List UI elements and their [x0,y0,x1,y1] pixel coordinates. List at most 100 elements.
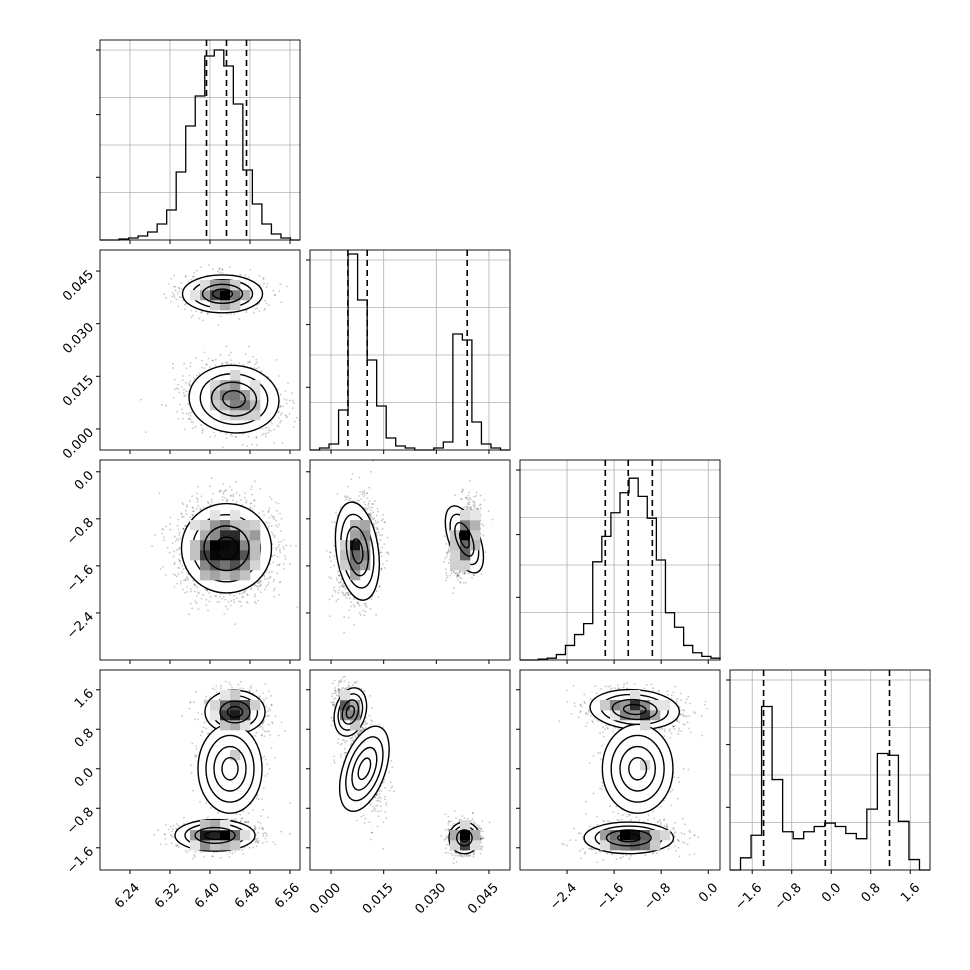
density-cell [250,380,261,391]
panel-frame [309,669,511,871]
density-cell [340,550,351,561]
y-tick-label: 0.000 [60,425,97,462]
density-cell [230,540,241,551]
density-cell [460,830,471,841]
y-tick-label: −1.6 [64,844,97,877]
density-cell [220,710,231,721]
scatter-panel-1-0 [96,249,301,454]
contour-line [611,698,658,721]
contour-line [351,538,364,565]
hist-panel-3 [726,669,931,874]
y-tick-label: 0.0 [72,765,97,790]
density-cell [230,290,241,301]
density-cell [450,840,461,851]
density-cell [230,400,241,411]
density-cell [200,290,211,301]
density-cell [230,510,241,521]
hist-panel-2 [516,459,721,664]
contour-line [205,734,255,803]
density-cell [250,540,261,551]
density-cell [240,570,251,581]
panel-frame [519,669,721,871]
contour-line [203,525,250,572]
contour-line [194,826,236,845]
density-cell [470,840,481,851]
contour-line [219,700,251,724]
density-cell [660,700,671,711]
density-cell [240,720,251,731]
density-cell [460,510,471,521]
density-cell [230,750,241,761]
density-cell [250,560,261,571]
density-cell [470,520,481,531]
x-tick-label: −2.4 [547,880,580,913]
x-tick-label: 6.40 [192,880,223,911]
density-cell [200,540,211,551]
density-cell [220,390,231,401]
contour-line [338,725,390,812]
x-tick-label: 6.24 [112,880,143,911]
density-cell [190,540,201,551]
y-tick-label: 0.030 [60,320,97,357]
density-cell [220,560,231,571]
density-cell [220,840,231,851]
density-cell [340,560,351,571]
density-cell [230,390,241,401]
density-cell [360,550,371,561]
density-cell [650,700,661,711]
contour-line [226,705,244,719]
y-tick-label: −0.8 [64,515,97,548]
density-cell [230,300,241,311]
x-tick-label: 0.0 [819,880,844,905]
x-tick-label: 6.56 [272,880,303,911]
density-cell [220,700,231,711]
density-cell [230,700,241,711]
x-tick-label: 0.000 [307,880,344,917]
density-cell [460,820,471,831]
contour-line [341,699,360,725]
density-cell [240,700,251,711]
density-cell [450,830,461,841]
density-cell [360,520,371,531]
density-cell [230,560,241,571]
contour-line [211,288,234,300]
density-cell [220,570,231,581]
density-cell [250,410,261,421]
contour-line [351,746,378,791]
density-cell [240,290,251,301]
hist-frame-3 [729,669,931,871]
density-cell [350,720,361,731]
hist-panel-1 [306,249,511,454]
y-tick-label: 0.015 [60,373,97,410]
density-cell [350,530,361,541]
density-cell [240,560,251,571]
density-cell [230,710,241,721]
density-cell [240,400,251,411]
density-cell [210,820,221,831]
panel-frame [99,669,301,871]
density-cell [250,700,261,711]
density-cell [200,280,211,291]
density-cell [220,720,231,731]
density-cell [640,700,651,711]
contour-line [345,705,356,719]
contour-line [459,833,469,843]
x-tick-label: −0.8 [772,880,805,913]
contour-line [610,734,665,803]
density-cell [350,710,361,721]
histogram-0 [100,49,300,241]
contour-line [214,536,239,561]
contour-line [454,521,475,557]
histogram-2 [520,477,721,661]
contour-line [201,283,244,305]
density-cell [470,540,481,551]
density-cell [210,300,221,311]
hist-panel-0 [96,39,301,244]
y-tick-label: −0.8 [64,805,97,838]
density-cell [230,410,241,421]
contour-line [601,723,674,814]
density-cell [220,550,231,561]
density-cell [630,690,641,701]
y-tick-label: −1.6 [64,562,97,595]
